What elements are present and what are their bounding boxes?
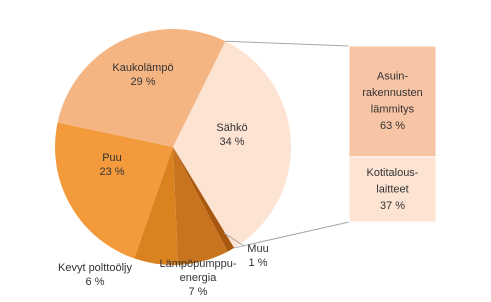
pie-slice [54, 122, 173, 259]
slice-label: Kevyt polttoöljy [58, 262, 132, 274]
slice-label: Sähkö [216, 122, 247, 134]
bar-label: lämmitys [371, 104, 415, 116]
slice-value-label: 34 % [219, 136, 244, 148]
slice-value-label: 6 % [86, 276, 105, 288]
slice-value-label: 23 % [99, 166, 124, 178]
bar-label: Kotitalous- [367, 167, 419, 179]
leader-line [223, 232, 245, 247]
slice-label: Puu [102, 152, 122, 164]
slice-label: Lämpöpumppu- [159, 258, 236, 270]
breakdown-bar [348, 156, 437, 223]
pie-slice [173, 41, 291, 248]
slice-label: Kaukolämpö [112, 62, 173, 74]
bar-value-label: 37 % [380, 200, 405, 212]
slice-label: Muu [247, 243, 268, 255]
pie-slice [57, 28, 226, 147]
slice-value-label: 7 % [189, 286, 208, 298]
bar-label: laitteet [376, 183, 408, 195]
connector-line [225, 40, 350, 47]
slice-label: energia [180, 272, 218, 284]
bar-label: rakennusten [362, 87, 423, 99]
pie-slice [173, 147, 235, 252]
breakdown-bar [348, 45, 437, 158]
pie-slice [173, 147, 228, 265]
connector-line [234, 221, 350, 249]
slice-value-label: 29 % [130, 76, 155, 88]
bar-value-label: 63 % [380, 120, 405, 132]
slice-value-label: 1 % [249, 257, 268, 269]
bar-label: Asuin- [377, 71, 409, 83]
pie-slice [134, 147, 178, 265]
